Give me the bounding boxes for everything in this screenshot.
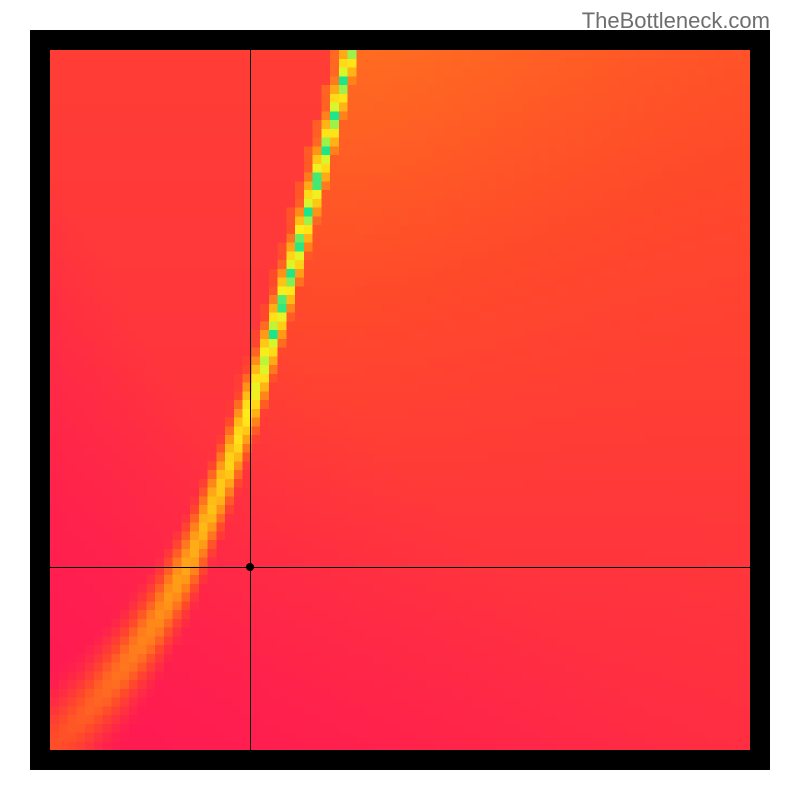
crosshair-vertical <box>250 50 251 750</box>
watermark-text: TheBottleneck.com <box>582 8 770 34</box>
crosshair-dot-icon <box>246 563 254 571</box>
heatmap-canvas <box>50 50 750 750</box>
crosshair-horizontal <box>50 567 750 568</box>
heatmap-plot <box>50 50 750 750</box>
plot-outer-frame <box>30 30 770 770</box>
chart-container: TheBottleneck.com <box>0 0 800 800</box>
